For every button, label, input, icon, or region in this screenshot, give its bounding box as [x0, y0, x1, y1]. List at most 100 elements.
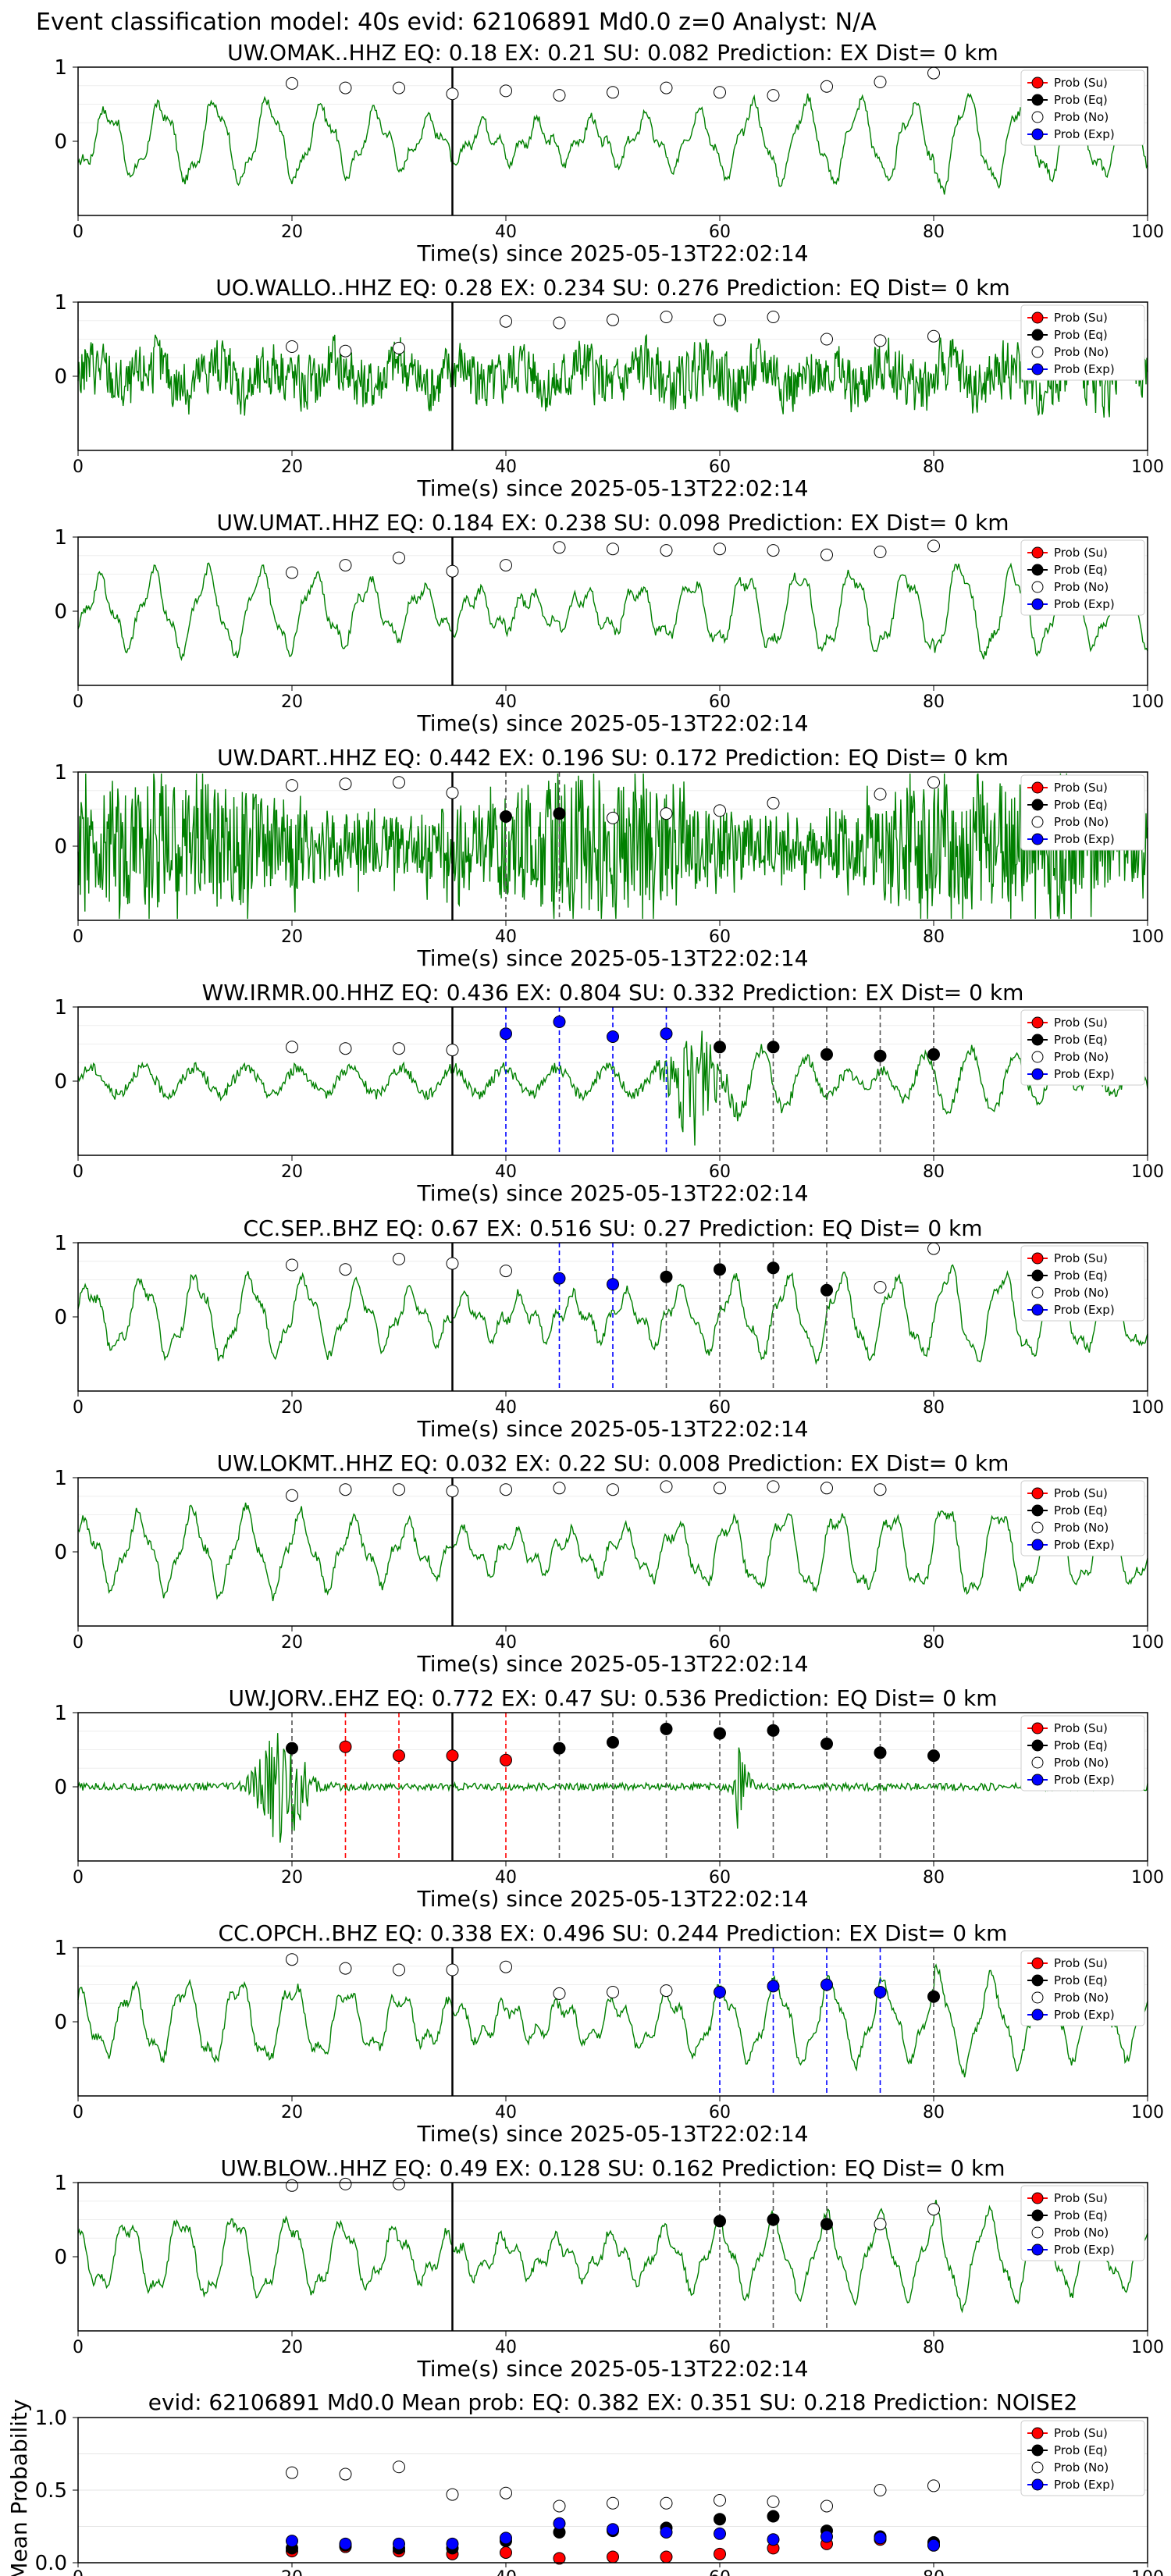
prob-marker-no — [767, 796, 780, 809]
x-tick-label: 0 — [73, 1633, 84, 1653]
legend-label-eq: Prob (Eq) — [1054, 798, 1108, 812]
prob-marker-eq — [660, 1270, 673, 1283]
y-tick-label: 0 — [54, 1070, 67, 1094]
waveform-line-7 — [77, 1502, 1148, 1602]
prob-marker-no — [714, 543, 726, 556]
prob-marker-no — [767, 89, 780, 102]
prob-marker-no — [927, 539, 940, 553]
x-axis-label: Time(s) since 2025-05-13T22:02:14 — [416, 945, 808, 971]
x-axis-label: Time(s) since 2025-05-13T22:02:14 — [416, 2356, 808, 2382]
legend-marker-eq — [1031, 799, 1044, 811]
x-axis-label: Time(s) since 2025-05-13T22:02:14 — [416, 2121, 808, 2147]
prob-marker-no — [660, 81, 673, 94]
prob-marker-no — [286, 1258, 298, 1272]
prob-marker-no — [874, 76, 887, 88]
prob-marker-no — [339, 1483, 352, 1496]
prob-marker-eq — [927, 1990, 940, 2003]
x-tick-label: 20 — [281, 1398, 303, 1418]
y-tick-label: 0 — [54, 1541, 67, 1564]
legend-marker-no — [1031, 111, 1044, 123]
legend-box-2 — [1020, 304, 1145, 381]
legend-label-exp: Prob (Exp) — [1054, 362, 1115, 376]
y-tick-label: 1 — [54, 56, 67, 80]
x-tick-label: 60 — [709, 1868, 731, 1888]
x-tick-label: 100 — [1131, 457, 1164, 477]
prob-marker-no — [927, 66, 940, 80]
prob-marker-no — [446, 1485, 459, 1498]
station-panel-10: UW.BLOW..HHZ EQ: 0.49 EX: 0.128 SU: 0.16… — [54, 2155, 1164, 2382]
legend-marker-eq — [1031, 1269, 1044, 1282]
legend-label-no: Prob (No) — [1054, 1286, 1109, 1300]
legend-marker-no — [1031, 1756, 1044, 1769]
prob-marker-no — [500, 1265, 512, 1278]
prob-marker-no — [286, 340, 298, 353]
legend-label-no: Prob (No) — [1054, 1756, 1109, 1770]
prob-marker-no — [874, 1483, 887, 1496]
prob-marker-eq — [714, 1041, 726, 1054]
legend-label-eq: Prob (Eq) — [1054, 563, 1108, 577]
prob-marker-no — [660, 1480, 673, 1493]
mean-prob-marker-su — [660, 2550, 673, 2564]
x-tick-label: 40 — [495, 2338, 517, 2357]
prob-marker-eq — [714, 1727, 726, 1740]
prob-marker-no — [714, 86, 726, 99]
legend-label-no: Prob (No) — [1054, 1521, 1109, 1535]
legend-label-su: Prob (Su) — [1054, 1956, 1108, 1970]
prob-marker-eq — [767, 2213, 780, 2226]
prob-marker-eq — [660, 1722, 673, 1735]
y-tick-label: 0 — [54, 1306, 67, 1329]
prob-marker-no — [446, 87, 459, 101]
prob-marker-eq — [767, 1724, 780, 1737]
legend-label-no: Prob (No) — [1054, 2460, 1109, 2475]
panel-title: WW.IRMR.00.HHZ EQ: 0.436 EX: 0.804 SU: 0… — [202, 980, 1024, 1005]
mean-prob-marker-eq — [714, 2513, 726, 2526]
legend-box-mean1 — [1020, 2420, 1145, 2496]
legend-label-su: Prob (Su) — [1054, 1251, 1108, 1265]
station-panel-2: UO.WALLO..HHZ EQ: 0.28 EX: 0.234 SU: 0.2… — [54, 275, 1164, 501]
prob-marker-eq — [500, 810, 512, 823]
figure-title: Event classification model: 40s evid: 62… — [36, 9, 877, 36]
prob-marker-no — [339, 1263, 352, 1276]
legend-label-no: Prob (No) — [1054, 580, 1109, 594]
legend-marker-eq — [1031, 2209, 1044, 2222]
legend-box-1 — [1020, 69, 1145, 146]
mean-prob-marker-no — [660, 2496, 673, 2510]
x-tick-label: 100 — [1131, 1868, 1164, 1888]
legend-label-no: Prob (No) — [1054, 1991, 1109, 2005]
prob-marker-eq — [714, 2215, 726, 2228]
legend-marker-su — [1031, 76, 1044, 89]
legend-label-exp: Prob (Exp) — [1054, 2008, 1115, 2022]
legend-marker-exp — [1031, 2478, 1044, 2491]
legend-label-exp: Prob (Exp) — [1054, 1303, 1115, 1317]
legend-marker-su — [1031, 2427, 1044, 2439]
prob-marker-eq — [607, 1736, 619, 1749]
x-tick-label: 100 — [1131, 222, 1164, 242]
prob-marker-no — [607, 811, 619, 824]
prob-marker-no — [286, 1489, 298, 1502]
x-tick-label: 40 — [495, 2568, 517, 2576]
mean-prob-marker-exp — [927, 2539, 940, 2552]
prob-marker-no — [393, 1483, 405, 1496]
x-tick-label: 60 — [709, 692, 731, 712]
prob-marker-no — [714, 804, 726, 817]
y-tick-label: 0 — [54, 835, 67, 859]
x-tick-label: 100 — [1131, 2338, 1164, 2357]
x-tick-label: 80 — [923, 1162, 945, 1182]
waveform-line-8 — [77, 1733, 1148, 1843]
waveform-line-4 — [77, 773, 1148, 920]
prob-marker-exp — [607, 1278, 619, 1291]
legend-marker-su — [1031, 546, 1044, 559]
station-panel-7: UW.LOKMT..HHZ EQ: 0.032 EX: 0.22 SU: 0.0… — [54, 1450, 1164, 1677]
legend-box-7 — [1020, 1480, 1145, 1557]
prob-marker-no — [339, 81, 352, 94]
legend-box-9 — [1020, 1950, 1145, 2026]
prob-marker-no — [607, 86, 619, 99]
x-tick-label: 40 — [495, 1633, 517, 1653]
x-tick-label: 20 — [281, 1162, 303, 1182]
prob-marker-no — [553, 89, 566, 102]
prob-marker-no — [286, 2179, 298, 2192]
legend-marker-no — [1031, 2226, 1044, 2239]
x-axis-label: Time(s) since 2025-05-13T22:02:14 — [416, 1886, 808, 1912]
x-tick-label: 60 — [709, 927, 731, 947]
prob-marker-eq — [767, 1261, 780, 1275]
